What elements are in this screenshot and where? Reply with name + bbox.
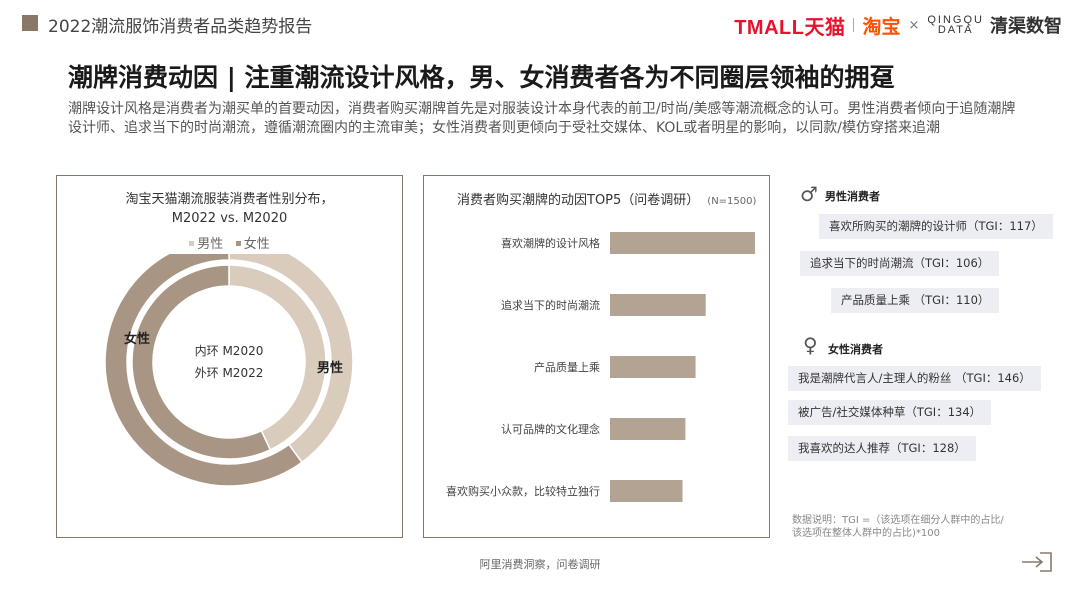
qingqu-logo-line2: DATA — [937, 24, 974, 36]
donut-center-line1: 内环 M2020 — [195, 344, 264, 358]
tgi-data-note: 数据说明：TGI =（该选项在细分人群中的占比/ 该选项在整体人群中的占比)*1… — [792, 514, 1032, 540]
purchase-motives-panel: 消费者购买潮牌的动因TOP5（问卷调研） (N=1500) 喜欢潮牌的设计风格 追求… — [423, 175, 770, 538]
legend-male-swatch — [189, 241, 195, 246]
donut-male-label: 男性 — [317, 360, 343, 376]
source-note: 阿里消费洞察，问卷调研 — [479, 558, 601, 571]
report-title: 2022潮流服饰消费者品类趋势报告 — [48, 17, 313, 37]
tgi-note-line1: 数据说明：TGI =（该选项在细分人群中的占比/ — [792, 515, 1004, 526]
qingqu-logo-line1: QINGQU — [927, 14, 984, 26]
donut-female-label: 女性 — [124, 331, 150, 347]
gender-donut-chart: 内环 M2020 外环 M2022 男性 女性 — [104, 254, 354, 487]
male-tag-quality: 产品质量上乘 （TGI：110） — [831, 288, 1000, 313]
male-tag-designer: 喜欢所购买的潮牌的设计师（TGI：117） — [819, 214, 1053, 239]
bar-label-5: 喜欢购买小众款，比较特立独行 — [446, 484, 600, 498]
bar-5 — [610, 480, 683, 502]
female-consumers-label: 女性消费者 — [828, 343, 883, 356]
logo-times: × — [908, 17, 920, 33]
tgi-note-line2: 该选项在整体人群中的占比)*100 — [792, 528, 940, 539]
header-square-marker — [22, 15, 38, 31]
donut-outer-female-slice — [104, 254, 303, 487]
tmall-logo: TMALL天猫 — [734, 16, 846, 39]
bar-label-3: 产品质量上乘 — [534, 360, 600, 374]
page-description: 潮牌设计风格是消费者为潮买单的首要动因，消费者购买潮牌首先是对服装设计本身代表的… — [68, 101, 1016, 136]
bar-chart-title-text: 消费者购买潮牌的动因TOP5（问卷调研） — [457, 193, 700, 208]
pie-title-line1: 淘宝天猫潮流服装消费者性别分布， — [125, 192, 334, 207]
exit-icon[interactable] — [1020, 551, 1054, 573]
donut-inner-female-slice — [131, 264, 272, 460]
pie-title-line2: M2022 vs. M2020 — [171, 211, 288, 226]
bar-label-4: 认可品牌的文化理念 — [501, 422, 600, 436]
female-tag-kol: 我喜欢的达人推荐（TGI：128） — [788, 436, 976, 461]
legend-female-swatch — [235, 241, 241, 246]
purchase-motives-bar-chart: 喜欢潮牌的设计风格追求当下的时尚潮流产品质量上乘认可品牌的文化理念喜欢购买小众款… — [446, 232, 755, 502]
gender-distribution-panel: 淘宝天猫潮流服装消费者性别分布， M2022 vs. M2020 男性 女性 内… — [56, 175, 403, 538]
bar-chart-title: 消费者购买潮牌的动因TOP5（问卷调研） (N=1500) — [457, 189, 756, 208]
legend-male-label: 男性 — [197, 237, 224, 252]
female-tag-social: 被广告/社交媒体种草（TGI：134） — [788, 400, 992, 425]
male-consumers-label: 男性消费者 — [825, 190, 880, 203]
bar-4 — [610, 418, 686, 440]
qingqu-cn-logo: 清渠数智 — [990, 16, 1062, 37]
female-tag-fan: 我是潮牌代言人/主理人的粉丝 （TGI：146） — [788, 366, 1041, 391]
female-symbol-icon: ♀ — [803, 333, 818, 357]
page-title: 潮牌消费动因 | 注重潮流设计风格，男、女消费者各为不同圈层领袖的拥趸 — [68, 63, 895, 92]
bar-3 — [610, 356, 696, 378]
bar-chart-sample-note: (N=1500) — [707, 196, 757, 207]
bar-label-2: 追求当下的时尚潮流 — [501, 298, 600, 312]
male-tag-trend: 追求当下的时尚潮流（TGI：106） — [800, 251, 1000, 276]
logo-divider — [853, 18, 855, 32]
male-symbol-icon: ♂ — [800, 182, 818, 206]
legend-female-label: 女性 — [243, 237, 270, 252]
bar-2 — [610, 294, 706, 316]
bar-1 — [610, 232, 755, 254]
partner-logos: TMALL天猫 淘宝 × QINGQU DATA 清渠数智 — [734, 12, 1062, 39]
qingqu-data-logo: QINGQU DATA — [927, 14, 984, 36]
bar-label-1: 喜欢潮牌的设计风格 — [501, 236, 600, 250]
donut-center-line2: 外环 M2022 — [195, 366, 264, 380]
taobao-logo: 淘宝 — [862, 15, 901, 38]
pie-legend: 男性 女性 — [57, 233, 402, 252]
